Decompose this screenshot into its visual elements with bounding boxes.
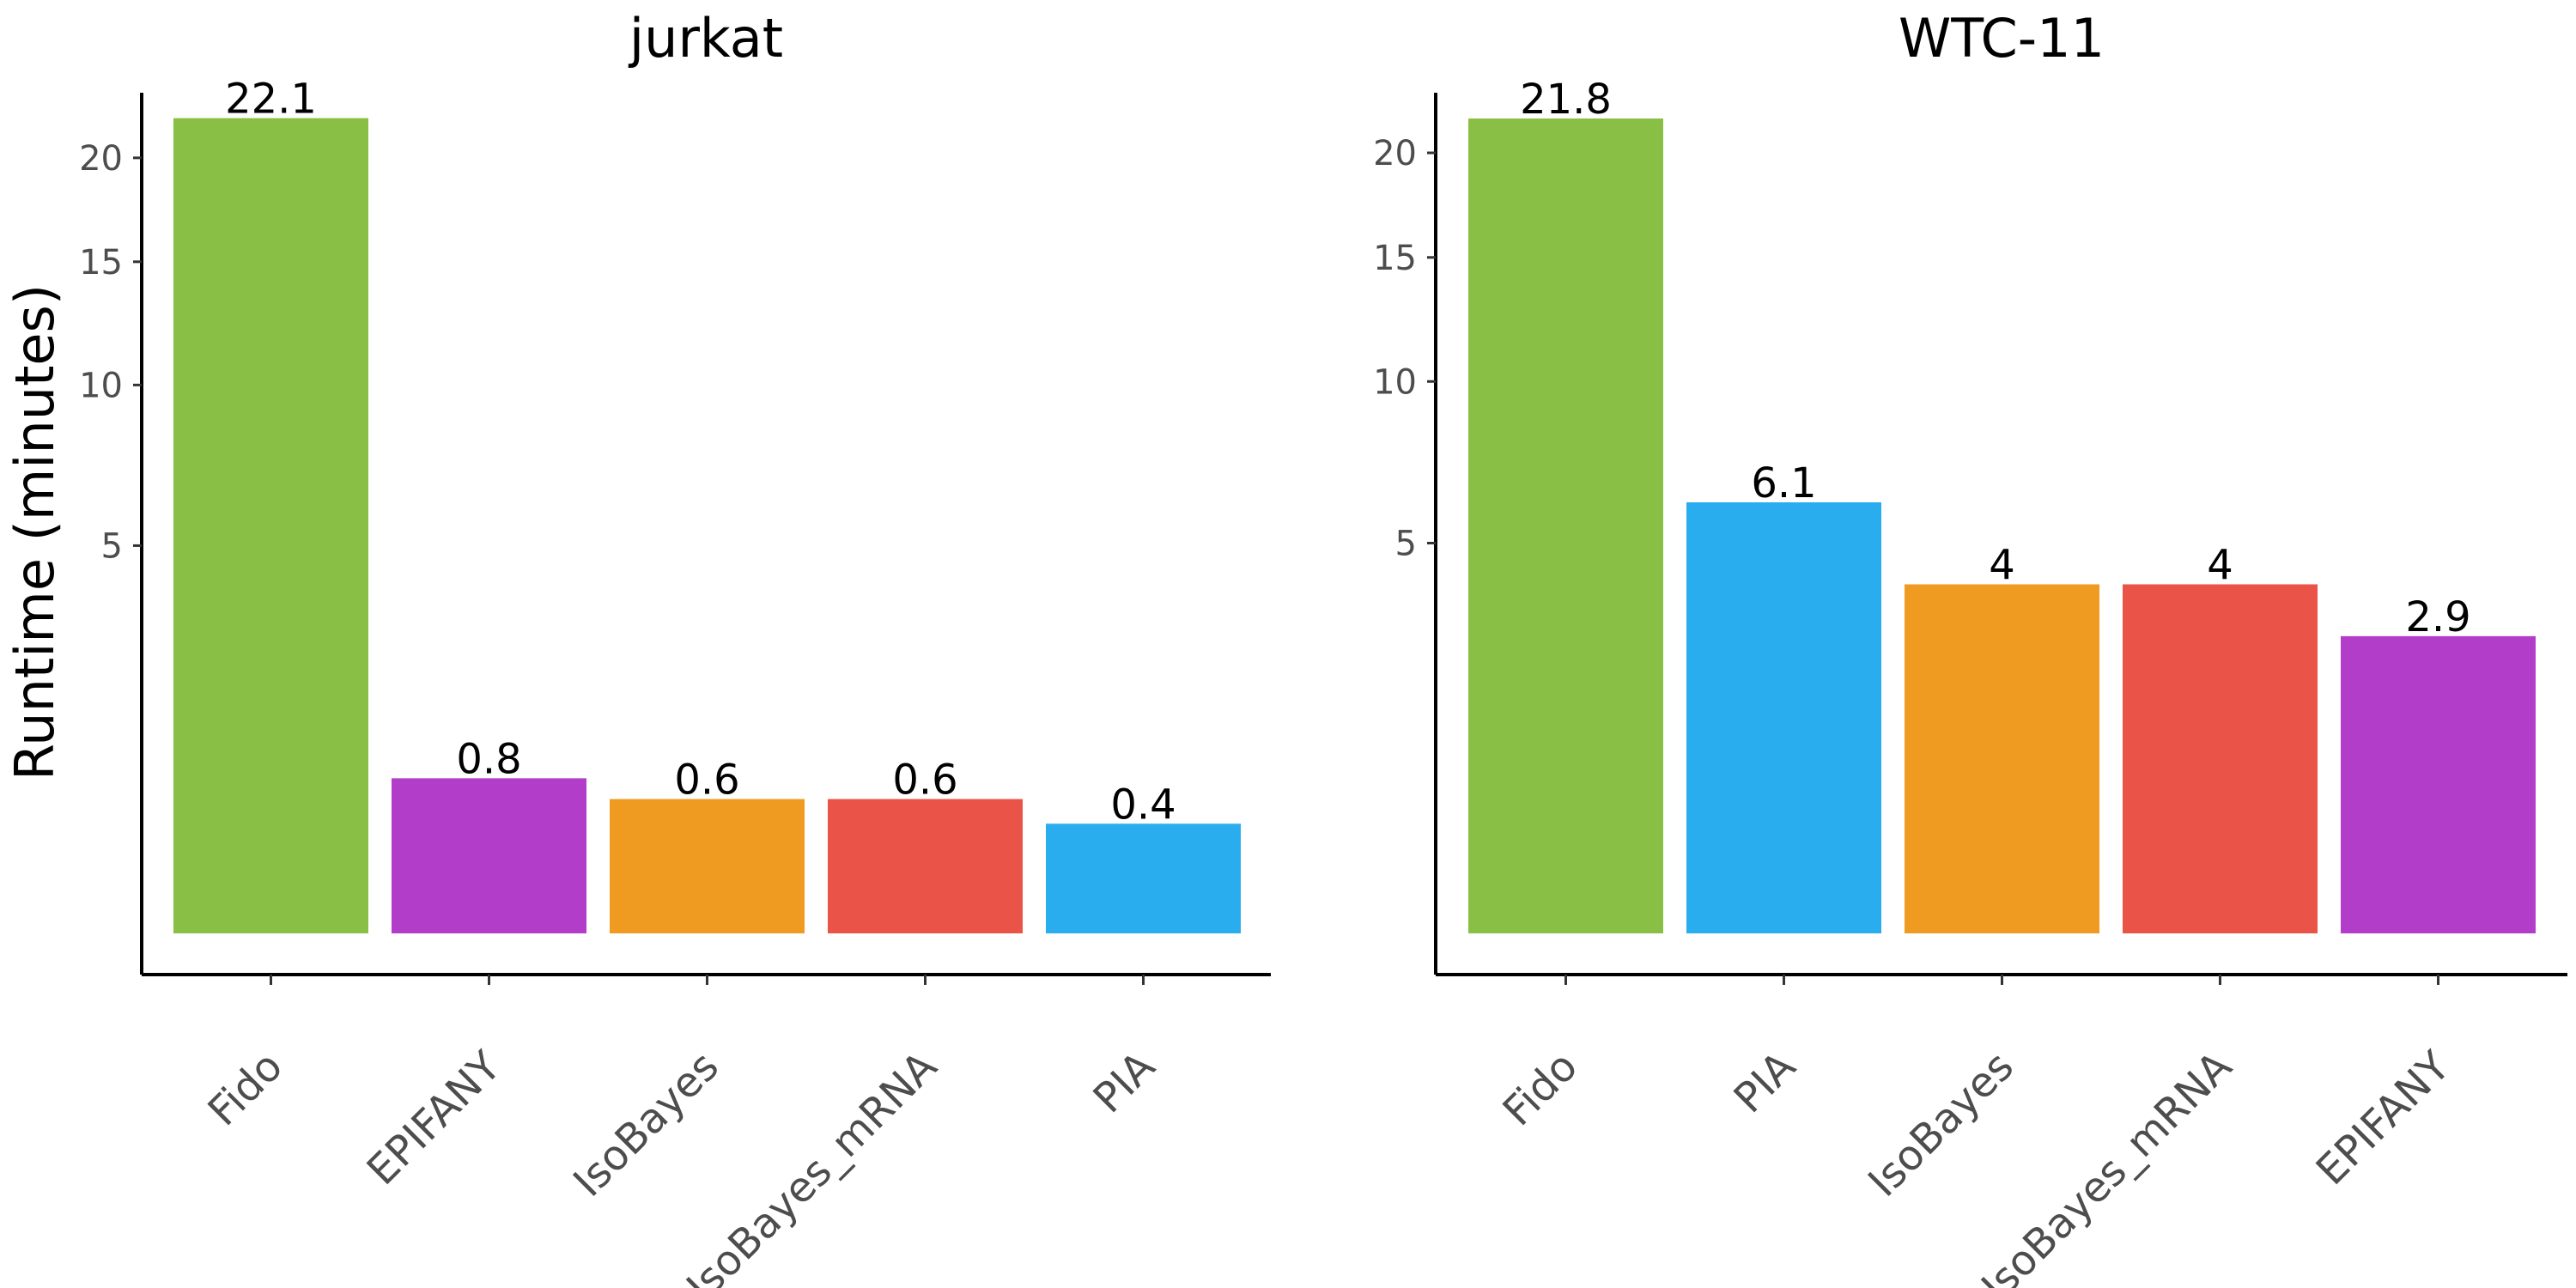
- data-label: 0.4: [1110, 781, 1176, 829]
- data-label: 0.6: [892, 756, 957, 805]
- bar-epifany: [392, 778, 586, 933]
- panel-wtc-11: WTC-11 510152021.8Fido6.1PIA4IsoBayes4Is…: [1373, 7, 2567, 1288]
- data-label: 6.1: [1751, 459, 1816, 507]
- y-tick-label: 5: [1395, 525, 1417, 564]
- data-label: 0.8: [456, 735, 521, 783]
- y-tick-label: 5: [101, 526, 123, 566]
- bar-fido: [1468, 118, 1663, 933]
- bar-isobayes-mrna: [828, 799, 1023, 933]
- y-tick-label: 15: [79, 243, 123, 283]
- bar-pia: [1046, 823, 1241, 933]
- x-tick-label: IsoBayes: [1859, 1042, 2023, 1206]
- x-tick-label: IsoBayes: [564, 1042, 728, 1206]
- y-tick-label: 10: [1373, 362, 1417, 402]
- y-tick-label: 15: [1373, 239, 1417, 278]
- bar-pia: [1686, 502, 1881, 933]
- panel-jurkat: jurkat 5 10 15 20 22.1 Fido 0.8 EPIFANY 0.6 IsoBa…: [79, 7, 1271, 1288]
- data-label: 0.6: [674, 756, 739, 805]
- bar-epifany: [2341, 635, 2536, 933]
- y-tick-label: 10: [79, 366, 123, 405]
- y-tick-label: 20: [1373, 134, 1417, 173]
- x-tick-label: PIA: [1725, 1042, 1805, 1122]
- panel-title-jurkat: jurkat: [628, 7, 783, 70]
- data-label: 2.9: [2405, 593, 2470, 641]
- bar-isobayes-mrna: [2123, 584, 2318, 933]
- x-tick-label: Fido: [1494, 1042, 1587, 1135]
- x-tick-label: Fido: [199, 1042, 292, 1135]
- x-tick-label: PIA: [1084, 1042, 1164, 1122]
- y-tick-label: 20: [79, 139, 123, 179]
- data-label: 22.1: [225, 76, 317, 124]
- data-label: 4: [2207, 541, 2233, 589]
- bar-isobayes: [610, 799, 805, 933]
- bar-isobayes: [1905, 584, 2099, 933]
- bar-fido: [173, 118, 368, 933]
- y-axis-label: Runtime (minutes): [3, 284, 66, 781]
- panel-title-wtc-11: WTC-11: [1899, 7, 2105, 70]
- data-label: 21.8: [1520, 76, 1612, 124]
- bars-jurkat: [173, 118, 1241, 933]
- data-label: 4: [1989, 541, 2015, 589]
- x-tick-label: EPIFANY: [358, 1042, 511, 1194]
- x-tick-label: EPIFANY: [2307, 1042, 2460, 1194]
- bars-wtc-11: [1468, 118, 2536, 933]
